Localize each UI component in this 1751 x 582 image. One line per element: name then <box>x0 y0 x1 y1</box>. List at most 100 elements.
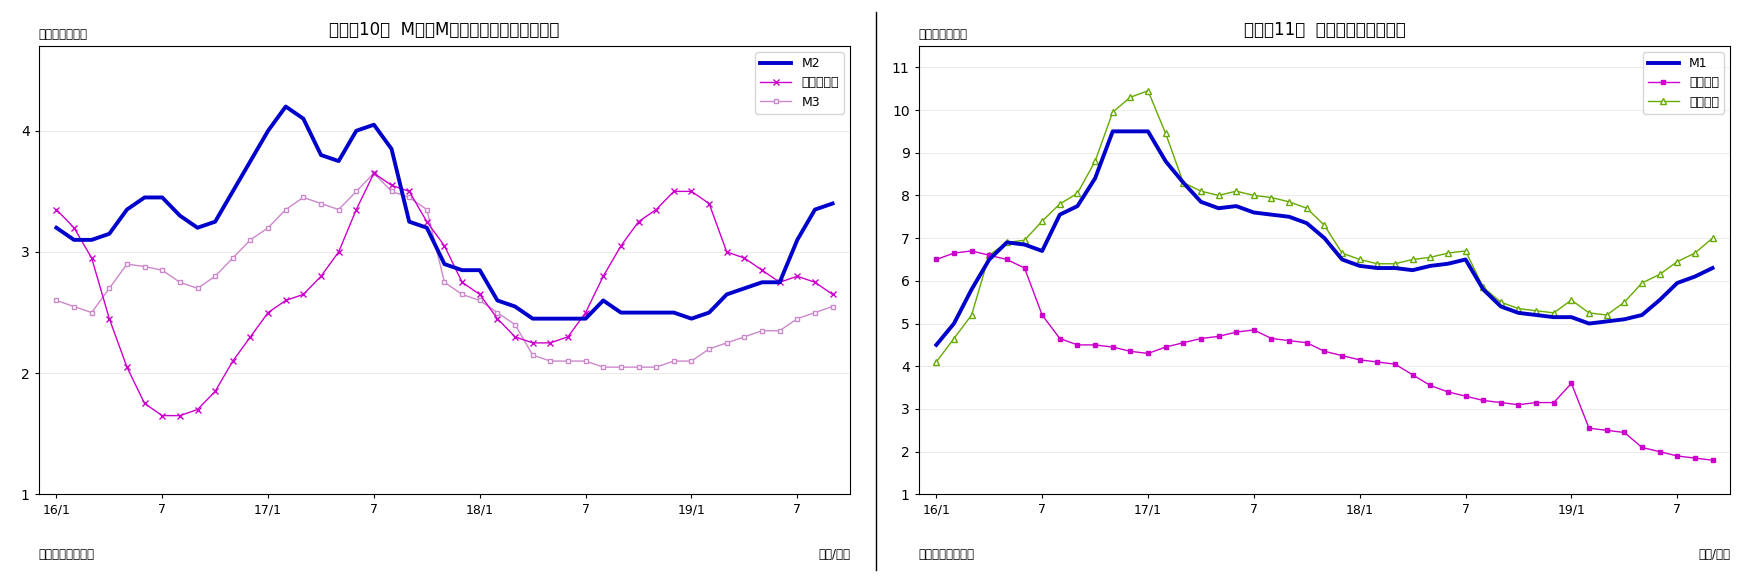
現金通貨 <box>1261 335 1282 342</box>
現金通貨 <box>1632 444 1653 451</box>
M1 <box>1191 198 1212 205</box>
M1 <box>1066 203 1087 210</box>
現金通貨 <box>1649 448 1670 455</box>
M1 <box>1667 279 1688 286</box>
Text: （年/月）: （年/月） <box>1698 548 1730 561</box>
現金通貨 <box>1438 388 1459 395</box>
M3 <box>364 170 385 177</box>
M3 <box>594 364 615 371</box>
広義流動性 <box>116 364 137 371</box>
広義流動性 <box>804 279 825 286</box>
広義流動性 <box>205 388 226 395</box>
広義流動性 <box>611 243 632 250</box>
M2 <box>222 188 243 195</box>
M2 <box>240 158 261 165</box>
広義流動性 <box>63 224 84 231</box>
M2 <box>170 212 191 219</box>
M2 <box>699 309 720 316</box>
M1 <box>1702 265 1723 272</box>
広義流動性 <box>646 206 667 213</box>
広義流動性 <box>557 333 578 340</box>
M2 <box>452 267 473 274</box>
現金通貨 <box>1208 333 1229 340</box>
Text: （資料）日本銀行: （資料）日本銀行 <box>39 548 95 561</box>
M3 <box>469 297 490 304</box>
M3 <box>821 303 842 310</box>
M1 <box>1331 256 1352 263</box>
M3 <box>664 357 685 364</box>
預金通貨 <box>1525 307 1546 314</box>
M3 <box>292 194 313 201</box>
M2 <box>539 315 560 322</box>
M1 <box>1049 211 1070 218</box>
M1 <box>1473 286 1494 293</box>
M1 <box>1438 260 1459 267</box>
Line: 現金通貨: 現金通貨 <box>933 249 1714 463</box>
M2 <box>804 206 825 213</box>
広義流動性 <box>257 309 278 316</box>
M3 <box>240 236 261 243</box>
預金通貨 <box>1031 218 1052 225</box>
M2 <box>187 224 208 231</box>
現金通貨 <box>1684 455 1705 462</box>
預金通貨 <box>1350 256 1371 263</box>
M3 <box>170 279 191 286</box>
M2 <box>664 309 685 316</box>
M2 <box>646 309 667 316</box>
M1 <box>1138 128 1159 135</box>
現金通貨 <box>1508 401 1529 408</box>
預金通貨 <box>1049 200 1070 207</box>
現金通貨 <box>1121 348 1142 355</box>
M1 <box>1597 318 1618 325</box>
預金通貨 <box>1368 260 1389 267</box>
M3 <box>646 364 667 371</box>
M3 <box>804 309 825 316</box>
M3 <box>681 357 702 364</box>
M1 <box>1508 310 1529 317</box>
M3 <box>327 206 348 213</box>
預金通貨 <box>1278 198 1299 205</box>
M1 <box>1226 203 1247 210</box>
M3 <box>116 261 137 268</box>
預金通貨 <box>1261 194 1282 201</box>
M3 <box>574 357 595 364</box>
預金通貨 <box>1508 305 1529 312</box>
M2 <box>310 151 331 158</box>
広義流動性 <box>240 333 261 340</box>
預金通貨 <box>1702 235 1723 242</box>
現金通貨 <box>996 256 1017 263</box>
M2 <box>152 194 173 201</box>
M1 <box>1684 273 1705 280</box>
預金通貨 <box>1473 284 1494 291</box>
Line: 預金通貨: 預金通貨 <box>933 88 1716 365</box>
広義流動性 <box>452 279 473 286</box>
現金通貨 <box>1014 265 1035 272</box>
広義流動性 <box>769 279 790 286</box>
M3 <box>452 291 473 298</box>
M3 <box>539 357 560 364</box>
現金通貨 <box>1313 348 1334 355</box>
預金通貨 <box>1191 187 1212 194</box>
M2 <box>63 236 84 243</box>
広義流動性 <box>135 400 156 407</box>
預金通貨 <box>1632 279 1653 286</box>
M1 <box>1420 262 1441 269</box>
M1 <box>1560 314 1581 321</box>
広義流動性 <box>222 357 243 364</box>
広義流動性 <box>187 406 208 413</box>
現金通貨 <box>1278 337 1299 344</box>
預金通貨 <box>996 239 1017 246</box>
広義流動性 <box>681 188 702 195</box>
広義流動性 <box>699 200 720 207</box>
M3 <box>399 194 420 201</box>
M2 <box>327 158 348 165</box>
預金通貨 <box>961 311 982 318</box>
M3 <box>275 206 296 213</box>
M1 <box>1084 175 1105 182</box>
広義流動性 <box>364 170 385 177</box>
Text: （前年比、％）: （前年比、％） <box>39 29 88 41</box>
現金通貨 <box>1331 352 1352 359</box>
M2 <box>205 218 226 225</box>
M2 <box>116 206 137 213</box>
M2 <box>734 285 755 292</box>
